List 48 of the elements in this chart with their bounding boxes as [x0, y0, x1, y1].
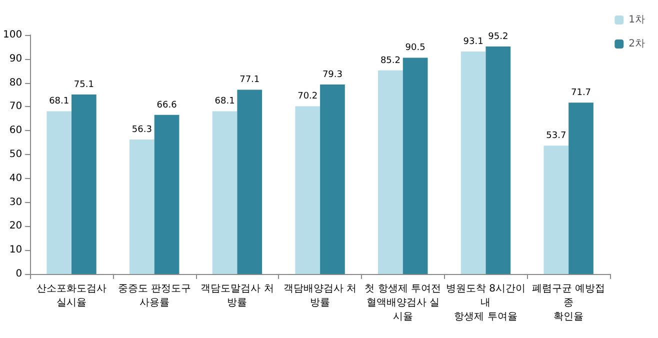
y-tick-label: 70 — [9, 101, 22, 112]
bar — [378, 70, 403, 274]
x-tick-label: 병원도착 8시간이내 항생제 투여율 — [446, 284, 526, 322]
data-label: 68.1 — [49, 96, 70, 107]
data-label: 68.1 — [214, 96, 235, 107]
data-label: 70.2 — [298, 92, 318, 102]
legend-label: 2차 — [628, 38, 646, 50]
data-label: 93.1 — [463, 36, 484, 47]
x-tick-label: 객담도말검사 처방률 — [200, 284, 274, 308]
x-tick-label: 산소포화도검사 실시율 — [36, 284, 107, 308]
data-label: 95.2 — [488, 32, 508, 42]
bar — [72, 94, 96, 274]
data-label: 66.6 — [156, 100, 178, 110]
data-label: 56.3 — [132, 124, 152, 135]
y-tick-label: 10 — [9, 244, 22, 256]
data-label: 53.7 — [546, 131, 566, 142]
y-tick-label: 80 — [9, 77, 22, 88]
x-tick-label: 폐렴구균 예방접종 확인율 — [532, 284, 606, 322]
bar — [460, 51, 486, 274]
bar — [130, 139, 154, 274]
data-label: 79.3 — [322, 70, 342, 80]
bar — [568, 102, 594, 274]
data-label: 75.1 — [74, 80, 94, 90]
y-tick-label: 40 — [9, 172, 22, 184]
x-tick-label: 첫 항생제 투여전 혈액배양검사 실시율 — [364, 284, 442, 322]
data-label: 90.5 — [405, 43, 426, 54]
y-tick-label: 100 — [2, 30, 22, 40]
bar — [46, 111, 72, 274]
bar — [486, 46, 511, 274]
bar — [295, 106, 320, 274]
bar — [154, 114, 180, 274]
bar — [320, 84, 345, 274]
bar — [237, 90, 262, 274]
y-tick-label: 20 — [9, 220, 22, 232]
legend-label: 1차 — [628, 14, 646, 26]
y-tick-label: 0 — [16, 268, 22, 280]
y-tick-label: 30 — [9, 196, 22, 208]
bar — [402, 58, 428, 274]
data-label: 71.7 — [570, 88, 592, 98]
y-tick-label: 90 — [9, 53, 22, 64]
data-label: 77.1 — [240, 75, 260, 86]
data-label: 85.2 — [380, 56, 400, 66]
bar — [212, 111, 238, 274]
bar — [544, 146, 569, 274]
y-tick-label: 60 — [9, 125, 22, 136]
y-tick-label: 50 — [9, 149, 22, 160]
x-tick-label: 중증도 판정도구 사용률 — [118, 284, 191, 308]
x-tick-label: 객담배양검사 처방률 — [283, 284, 357, 308]
